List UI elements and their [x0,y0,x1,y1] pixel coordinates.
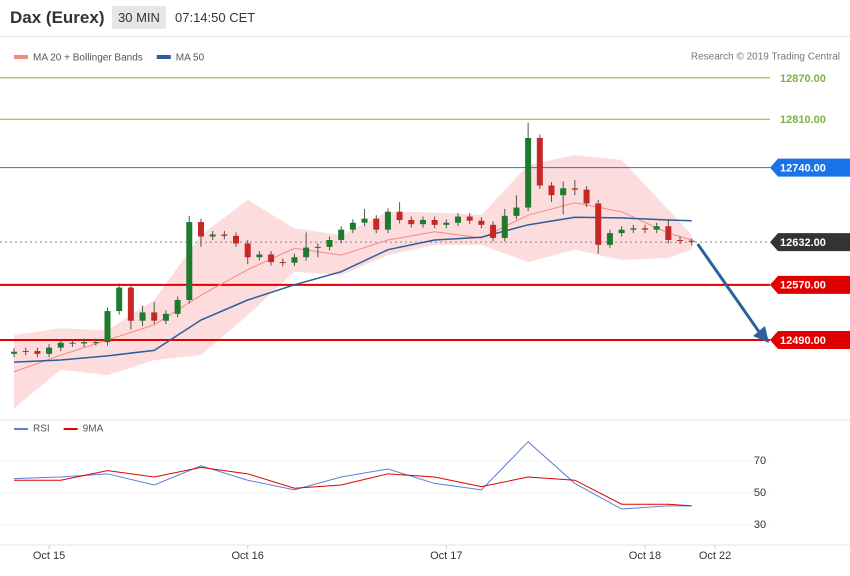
candle-body [127,287,134,321]
candle-body [396,211,403,220]
legend-label: 9MA [83,424,104,435]
candle-body [151,312,158,321]
interval-selector[interactable]: 30 MIN [112,6,166,29]
candle-body [384,211,391,230]
forecast-arrowhead [753,326,769,343]
candle-body [478,220,485,225]
legend-label: MA 50 [176,53,205,64]
forecast-arrow [696,243,764,337]
candle-body [46,347,53,354]
timestamp: 07:14:50 CET [175,10,256,25]
candle-body [641,228,648,230]
y-tick-label: 30 [754,519,766,531]
candle-body [303,247,310,258]
candle-body [233,235,240,244]
x-tick-label: Oct 18 [629,550,661,562]
candle-body [501,215,508,238]
level-label-box [770,233,850,252]
candle-body [244,243,251,258]
level-label: 12570.00 [780,280,826,292]
candle-body [256,254,263,258]
candle-body [81,342,88,344]
x-tick-label: Oct 17 [430,550,462,562]
candle-body [408,220,415,225]
legend-label: RSI [33,424,50,435]
candle-body [162,313,169,321]
candle-body [466,216,473,221]
legend-label: MA 20 + Bollinger Bands [33,53,143,64]
candle-body [349,222,356,230]
copyright: Research © 2019 Trading Central [691,52,840,63]
candle-body [606,233,613,245]
candle-body [443,222,450,225]
candle-body [571,188,578,190]
instrument-title: Dax (Eurex) [10,8,105,27]
candle-body [513,207,520,216]
candle-body [34,351,41,354]
candle-body [197,222,204,237]
candle-body [69,342,76,344]
candle-body [11,351,18,354]
candle-body [455,216,462,223]
candle-body [618,229,625,234]
candle-body [560,188,567,196]
level-label-box [770,158,850,177]
level-label: 12810.00 [780,114,826,126]
candle-body [22,351,29,353]
candle-body [419,220,426,225]
candle-body [595,203,602,245]
top-bar: Dax (Eurex) 30 MIN 07:14:50 CET [0,0,850,37]
level-label-box [770,275,850,294]
indicator-line [14,441,692,510]
candle-body [361,218,368,223]
y-tick-label: 50 [754,487,766,499]
y-tick-label: 70 [754,455,766,467]
candle-body [525,137,532,208]
candle-body [57,342,64,348]
level-label: 12490.00 [780,335,826,347]
candle-body [665,226,672,240]
level-label: 12870.00 [780,73,826,85]
candle-body [186,222,193,300]
candle-body [583,189,590,204]
candle-body [548,185,555,196]
x-tick-label: Oct 15 [33,550,65,562]
candle-body [314,246,321,248]
level-label-box [770,331,850,349]
level-label: 12632.00 [780,237,826,249]
level-label: 12740.00 [780,162,826,174]
candle-body [373,218,380,230]
candle-body [431,220,438,225]
candle-body [221,234,228,236]
candle-body [291,257,298,263]
candle-body [677,240,684,241]
bollinger-band [14,155,692,409]
candle-body [688,240,695,243]
indicator-line [14,466,692,507]
candle-body [116,287,123,312]
candle-body [536,137,543,186]
candle-body [630,228,637,230]
candle-body [174,300,181,314]
candle-body [209,234,216,237]
candle-body [326,240,333,247]
candle-body [92,342,99,344]
x-tick-label: Oct 16 [232,550,264,562]
x-tick-label: Oct 22 [699,550,731,562]
candle-body [338,229,345,240]
candle-body [104,311,111,343]
candle-body [139,312,146,321]
candle-body [268,254,275,263]
candle-body [279,262,286,264]
candle-body [653,226,660,230]
candle-body [490,224,497,238]
